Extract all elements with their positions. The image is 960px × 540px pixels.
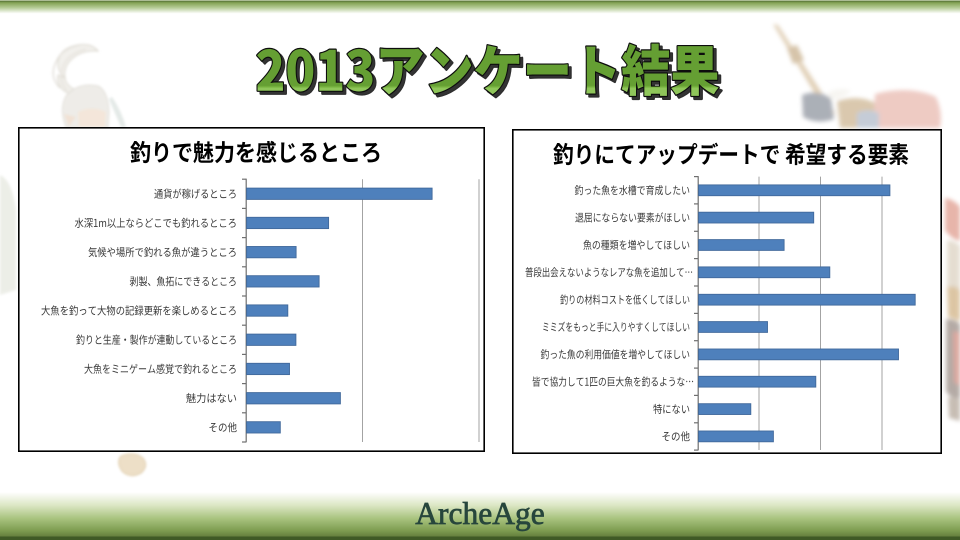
svg-text:ArcheAge: ArcheAge [415,496,544,531]
